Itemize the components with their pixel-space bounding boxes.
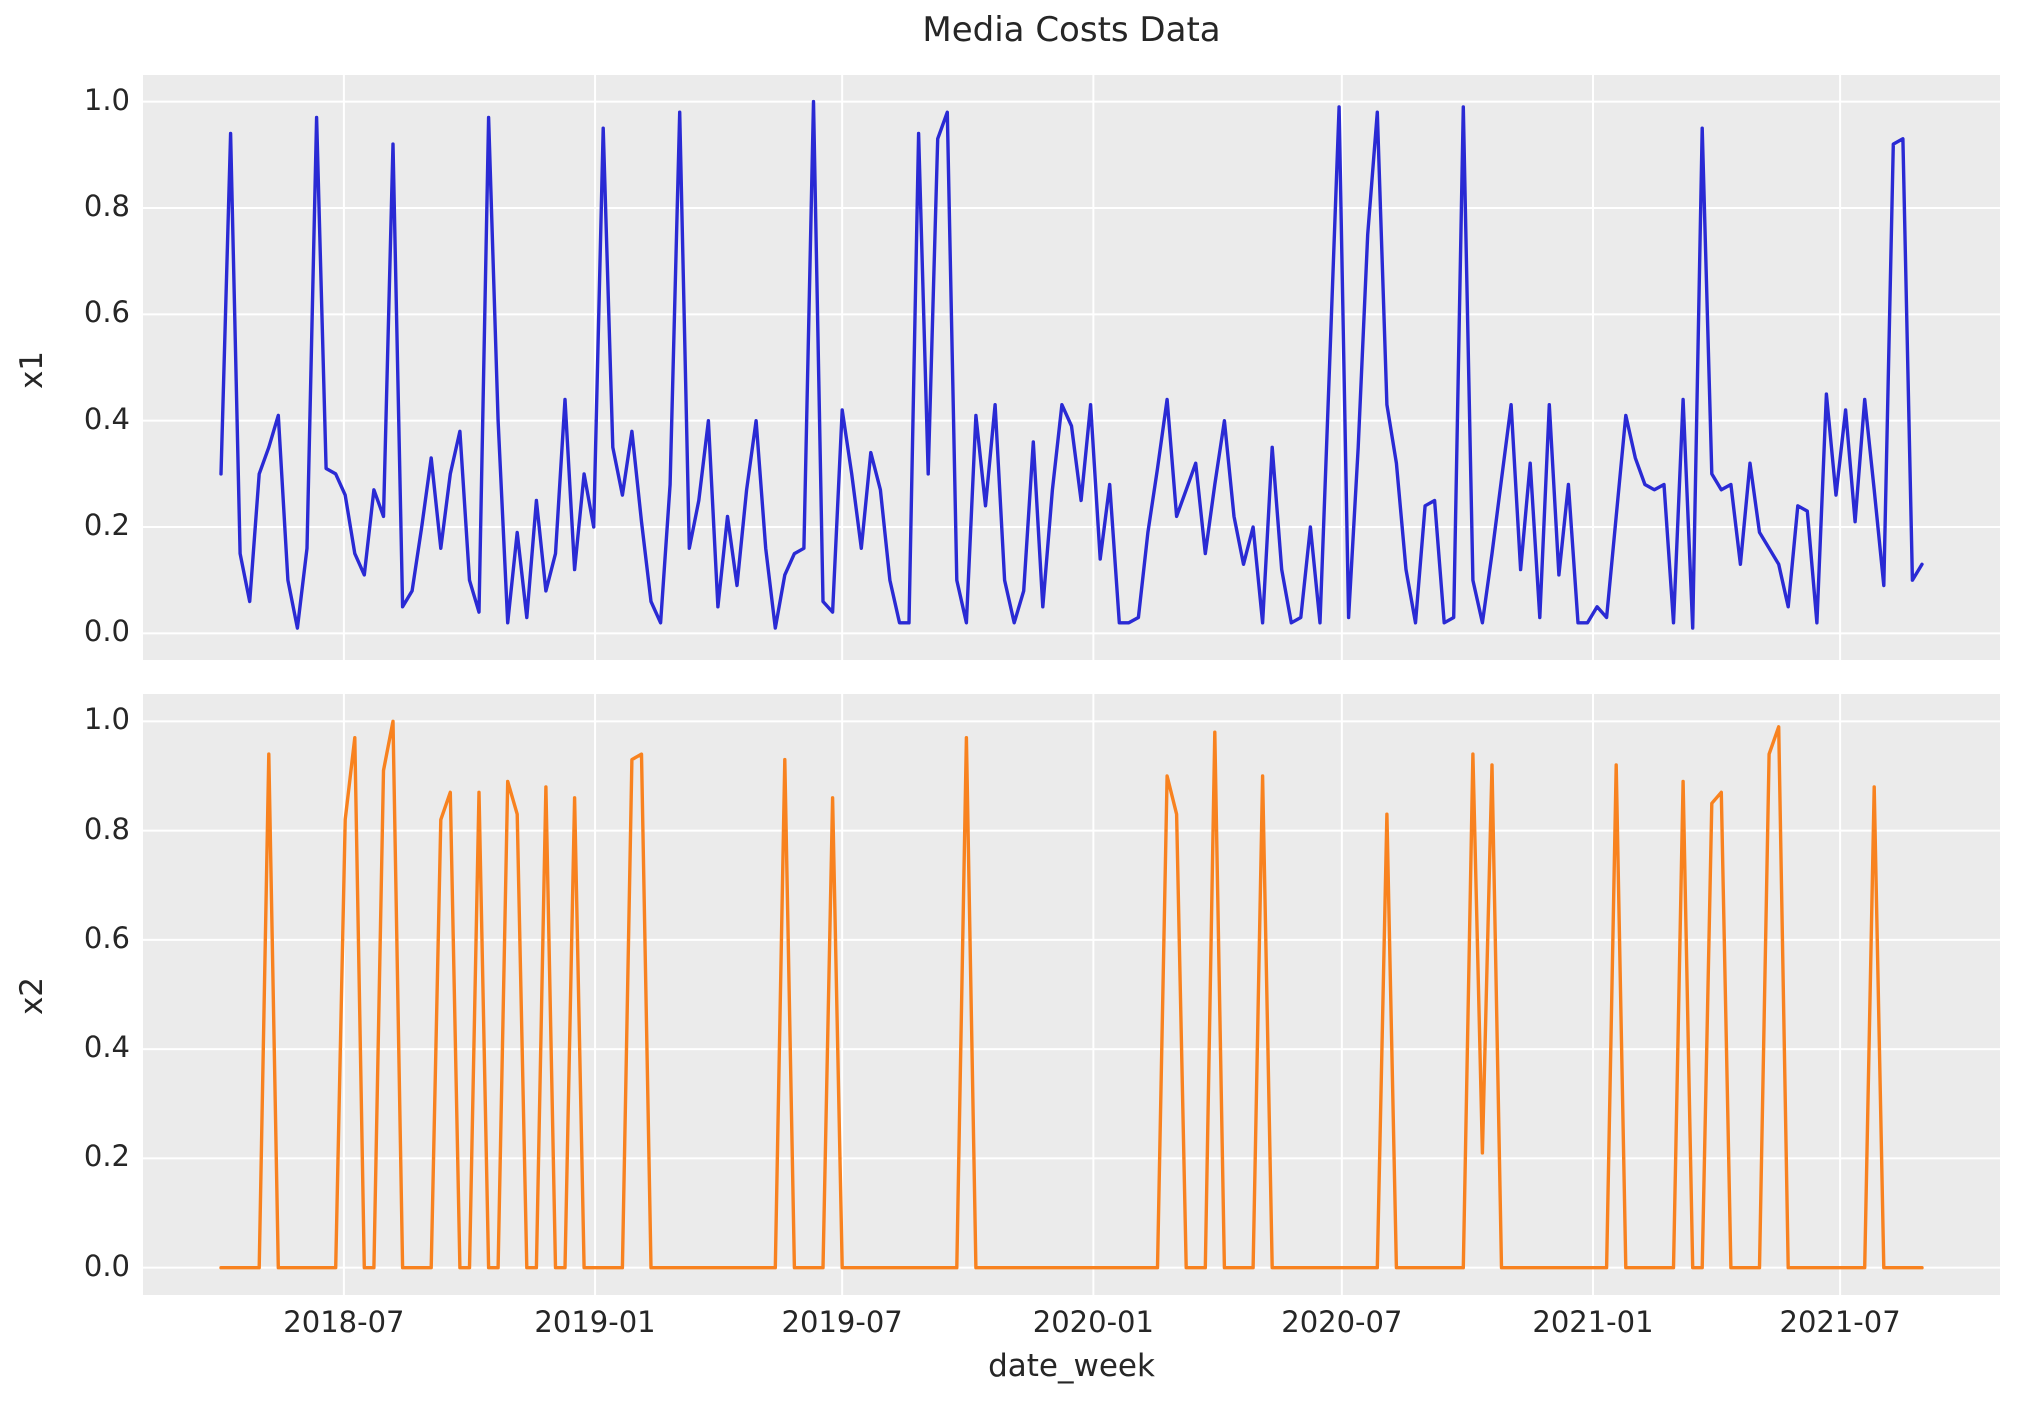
- y-tick-label: 0.8: [83, 811, 130, 846]
- y-tick-label: 0.2: [83, 508, 130, 543]
- x-tick-label: 2019-01: [534, 1305, 656, 1339]
- y-tick-label: 0.0: [83, 614, 130, 649]
- x-tick-label: 2020-01: [1032, 1305, 1154, 1339]
- series-line-x2: [219, 719, 1924, 1270]
- axes-panel-x1: [143, 75, 2000, 660]
- y-tick-label: 1.0: [83, 82, 130, 117]
- x-tick-label: 2020-07: [1281, 1305, 1403, 1339]
- y-tick-label: 1.0: [83, 702, 130, 737]
- x-tick-label: 2018-07: [283, 1305, 405, 1339]
- series-line-x1: [219, 99, 1924, 630]
- y-tick-label: 0.6: [83, 295, 130, 330]
- y-tick-label: 0.4: [83, 1030, 130, 1065]
- y-tick-label: 0.6: [83, 920, 130, 955]
- y-tick-label: 0.8: [83, 188, 130, 223]
- x-tick-label: 2021-01: [1532, 1305, 1654, 1339]
- chart-title: Media Costs Data: [922, 10, 1221, 50]
- y-tick-label: 0.4: [83, 401, 130, 436]
- y-tick-label: 0.2: [83, 1139, 130, 1174]
- x-tick-label: 2021-07: [1779, 1305, 1901, 1339]
- x-axis-label: date_week: [988, 1348, 1155, 1384]
- y-tick-label: 0.0: [83, 1248, 130, 1283]
- axes-panel-x2: [143, 694, 2000, 1295]
- x-tick-label: 2019-07: [781, 1305, 903, 1339]
